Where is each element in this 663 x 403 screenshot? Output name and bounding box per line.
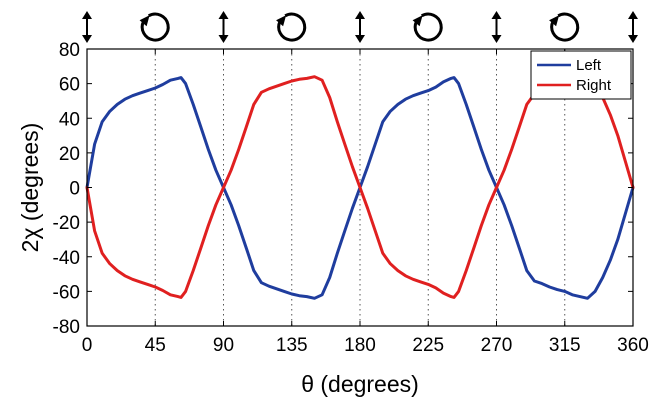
legend: Left Right (530, 50, 632, 100)
top-markers (82, 11, 638, 43)
double-arrow-icon (218, 11, 229, 43)
x-tick-label: 90 (213, 335, 234, 356)
y-tick-label: -20 (53, 213, 80, 234)
y-tick-label: 60 (59, 75, 80, 96)
legend-box (530, 50, 632, 100)
y-tick-label: -80 (53, 317, 80, 338)
circular-arrow-icon (412, 12, 443, 42)
circular-arrow-icon (139, 12, 170, 42)
x-tick-label: 270 (481, 335, 513, 356)
x-tick-label: 45 (145, 335, 166, 356)
x-tick-label: 135 (276, 335, 308, 356)
legend-label-right: Right (576, 77, 612, 94)
x-axis-title: θ (degrees) (301, 371, 419, 397)
y-tick-label: -60 (53, 282, 80, 303)
y-tick-label: 80 (59, 40, 80, 61)
y-tick-label: 40 (59, 109, 80, 130)
x-tick-labels: 0 45 90 135 180 225 270 315 360 (82, 335, 649, 356)
double-arrow-icon (628, 11, 638, 43)
legend-label-left: Left (576, 57, 602, 74)
double-arrow-icon (82, 11, 92, 43)
x-tick-label: 180 (344, 335, 376, 356)
circular-arrow-icon (549, 12, 580, 42)
circular-arrow-icon (276, 12, 307, 42)
double-arrow-icon (355, 11, 365, 43)
double-arrow-icon (491, 11, 502, 43)
x-tick-label: 360 (617, 335, 649, 356)
y-tick-label: 0 (69, 179, 80, 200)
y-tick-label: -40 (53, 248, 80, 269)
x-tick-label: 225 (412, 335, 444, 356)
y-axis-title: 2χ (degrees) (17, 123, 43, 253)
x-tick-label: 0 (82, 335, 93, 356)
y-tick-labels: -80 -60 -40 -20 0 20 40 60 80 (53, 40, 80, 338)
x-tick-label: 315 (549, 335, 581, 356)
y-tick-label: 20 (59, 144, 80, 165)
